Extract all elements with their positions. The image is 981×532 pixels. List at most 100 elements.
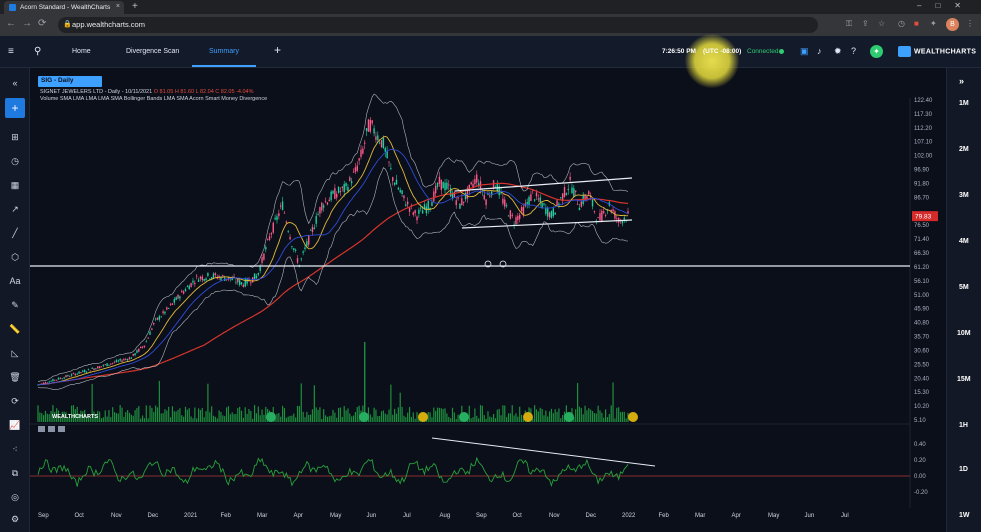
chart-type-icon[interactable]: 📈: [9, 420, 21, 430]
volume-bar: [95, 416, 97, 422]
candle-body: [547, 207, 549, 217]
share-icon[interactable]: ⇪: [862, 19, 869, 28]
collapse-right-icon[interactable]: »: [959, 76, 965, 86]
interval-10m[interactable]: 10M: [957, 330, 971, 337]
indicators-icon[interactable]: ⊞: [11, 132, 19, 142]
interval-1d[interactable]: 1D: [959, 466, 968, 473]
browser-tab[interactable]: Acorn Standard - WealthCharts ×: [4, 1, 124, 14]
scatter-tool-icon[interactable]: ⁖: [12, 444, 18, 454]
search-icon[interactable]: ⚲: [34, 46, 42, 57]
extensions-icon[interactable]: ✦: [930, 19, 937, 28]
volume-bar: [532, 418, 534, 422]
interval-3m[interactable]: 3M: [959, 192, 969, 199]
symbol-tab[interactable]: SIG - Daily: [38, 76, 102, 87]
collapse-left-icon[interactable]: «: [12, 78, 18, 88]
volume-bar: [621, 411, 623, 422]
candle-body: [517, 215, 519, 221]
trash-icon[interactable]: 🗑: [9, 372, 21, 382]
window-controls[interactable]: –□✕: [917, 1, 975, 10]
candle-body: [369, 119, 372, 132]
volume-bar: [545, 410, 547, 422]
angle-tool-icon[interactable]: ◺: [11, 348, 19, 358]
candle-body: [231, 277, 233, 281]
tab-summary[interactable]: Summary: [209, 48, 239, 55]
price-tick-label: 51.00: [914, 293, 930, 299]
candle-body: [149, 331, 151, 335]
line-tool-icon[interactable]: ╱: [12, 228, 18, 238]
back-icon[interactable]: ←: [6, 18, 16, 29]
interval-5m[interactable]: 5M: [959, 284, 969, 291]
interval-1m[interactable]: 1M: [959, 100, 969, 107]
brush-tool-icon[interactable]: ✎: [11, 300, 19, 310]
candle-body: [571, 187, 573, 194]
bell-icon[interactable]: ♪: [817, 46, 822, 56]
interval-15m[interactable]: 15M: [957, 376, 971, 383]
candle-body: [209, 278, 211, 280]
volume-bar: [57, 410, 60, 422]
interval-2m[interactable]: 2M: [959, 146, 969, 153]
history-icon[interactable]: ◷: [898, 19, 905, 28]
volume-bar: [341, 416, 343, 422]
reload-icon[interactable]: ⟳: [38, 18, 47, 29]
volume-bar: [414, 418, 416, 422]
address-bar[interactable]: 🔒 app.wealthcharts.com: [58, 17, 818, 33]
interval-4m[interactable]: 4M: [959, 238, 969, 245]
refresh-tool-icon[interactable]: ⟳: [11, 396, 19, 406]
interval-1w[interactable]: 1W: [959, 512, 970, 519]
star-icon[interactable]: ☆: [878, 19, 886, 28]
volume-bar: [136, 407, 138, 422]
tab-divergence-scan[interactable]: Divergence Scan: [126, 48, 180, 55]
ruler-tool-icon[interactable]: 📏: [9, 324, 21, 334]
key-icon[interactable]: ⚿: [846, 19, 853, 28]
candle-body: [515, 217, 517, 225]
calendar-icon[interactable]: ▦: [10, 180, 20, 190]
site-favicon-icon: [9, 4, 16, 11]
lightbulb-icon[interactable]: ✦: [870, 45, 883, 58]
volume-bar: [65, 412, 67, 422]
add-tool-button[interactable]: +: [5, 98, 25, 118]
studies-legend[interactable]: Volume SMA LMA LMA LMA SMA Bollinger Ban…: [40, 96, 268, 102]
help-icon[interactable]: ?: [851, 46, 857, 56]
price-chart[interactable]: 122.40 117.30 112.20 107.10 102.00 96.90 91.80…: [30, 68, 946, 532]
shape-tool-icon[interactable]: ⬡: [11, 252, 19, 262]
candle-body: [111, 362, 114, 364]
volume-bar: [54, 411, 56, 422]
target-icon[interactable]: ◎: [11, 492, 19, 502]
trend-icon[interactable]: ↗: [11, 204, 19, 214]
clock-tool-icon[interactable]: ◷: [11, 156, 19, 166]
save-icon[interactable]: ▣: [800, 46, 809, 56]
close-tab-icon[interactable]: ×: [115, 3, 120, 10]
candle-body: [349, 177, 351, 181]
candle-body: [378, 142, 381, 144]
settings-tool-icon[interactable]: ⚙: [10, 514, 20, 524]
add-tab-button[interactable]: +: [274, 43, 282, 57]
extension-red-icon[interactable]: ■: [914, 19, 919, 28]
volume-bar: [313, 385, 315, 422]
candle-body: [235, 281, 237, 283]
menu-kebab-icon[interactable]: ⋮: [966, 19, 974, 28]
candle-body: [431, 202, 433, 207]
volume-bar: [151, 407, 153, 422]
volume-bar: [390, 384, 392, 422]
new-tab-button[interactable]: +: [132, 1, 138, 12]
volume-bar: [582, 414, 584, 422]
candle-body: [108, 364, 110, 366]
text-tool-icon[interactable]: Aa: [9, 276, 21, 286]
candle-body: [192, 280, 194, 283]
timezone[interactable]: (UTC -08:00): [703, 48, 742, 55]
hamburger-menu-icon[interactable]: ≡: [8, 46, 14, 57]
candle-body: [117, 360, 119, 362]
volume-bar: [169, 417, 172, 422]
volume-bar: [315, 407, 317, 422]
interval-1h[interactable]: 1H: [959, 422, 968, 429]
chart-panel[interactable]: SIG - Daily SIGNET JEWELERS LTD - Daily …: [30, 68, 946, 532]
forward-icon[interactable]: →: [22, 18, 32, 29]
candle-body: [520, 207, 523, 212]
profile-avatar[interactable]: B: [946, 18, 959, 31]
volume-bar: [121, 407, 123, 422]
copy-icon[interactable]: ⧉: [11, 468, 19, 478]
gear-icon[interactable]: ✹: [834, 46, 842, 56]
volume-spike-bar: [364, 342, 366, 422]
candle-body: [418, 209, 420, 214]
tab-home[interactable]: Home: [72, 48, 91, 55]
